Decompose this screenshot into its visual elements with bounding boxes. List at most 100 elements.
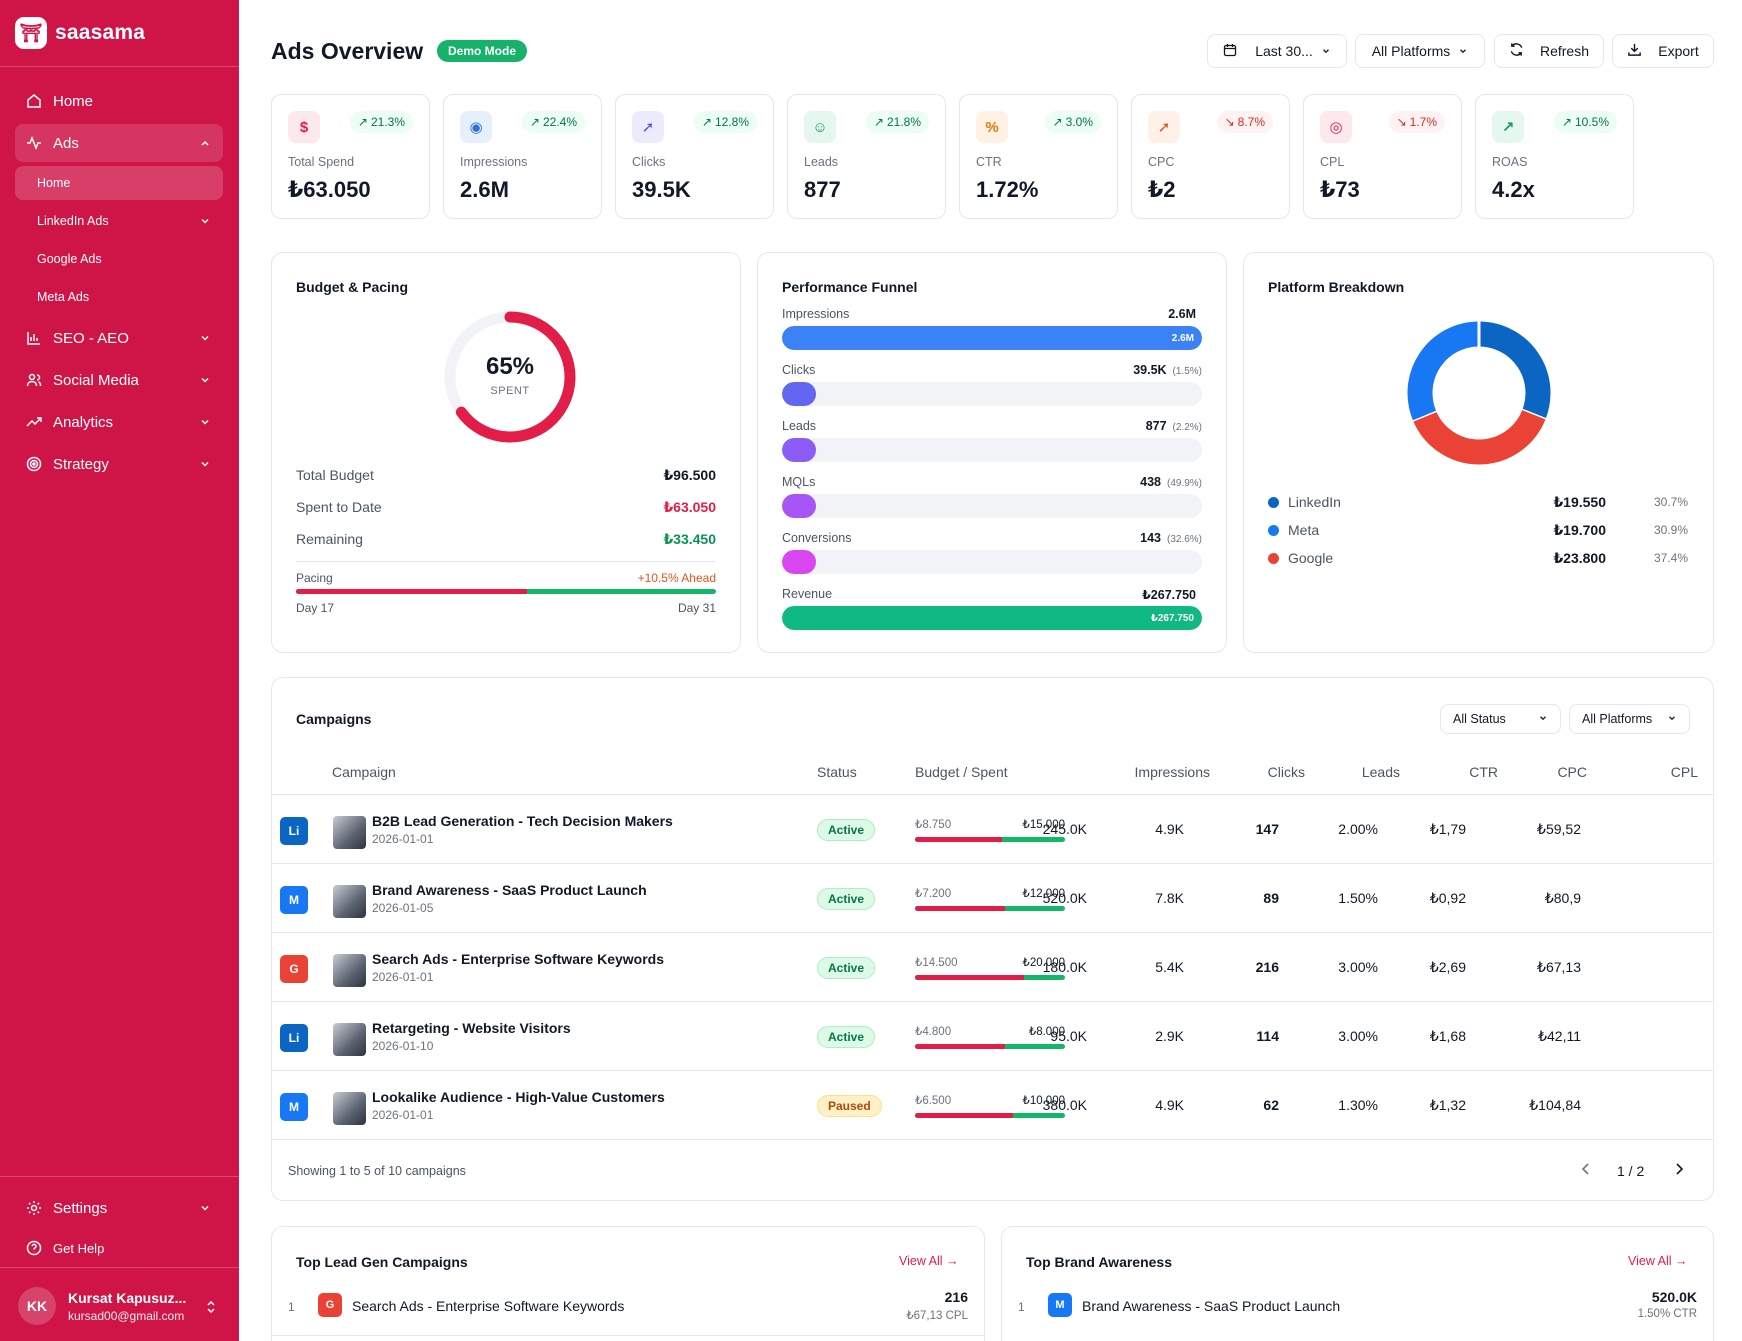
- campaign-name[interactable]: Search Ads - Enterprise Software Keyword…: [372, 951, 665, 967]
- kpi-label: CPC: [1148, 155, 1175, 169]
- column-header-ctr[interactable]: CTR: [1469, 764, 1498, 780]
- trend-up-icon: ↗: [357, 115, 368, 129]
- pacing-bar: [296, 589, 716, 594]
- table-row[interactable]: M Brand Awareness - SaaS Product Launch …: [272, 863, 1714, 932]
- page-title: Ads Overview: [271, 38, 424, 64]
- sidebar-item-home[interactable]: Home: [15, 82, 223, 120]
- platform-filter-label: All Platforms: [1582, 712, 1653, 726]
- export-button[interactable]: Export: [1612, 34, 1714, 68]
- donut-slice-linkedin[interactable]: [1478, 321, 1551, 420]
- pointer-icon: ➚: [1148, 111, 1180, 143]
- top-campaign-metric: 1.50% CTR: [1637, 1308, 1697, 1320]
- donut-slice-google[interactable]: [1412, 409, 1546, 465]
- platform-select[interactable]: All Platforms: [1355, 34, 1485, 68]
- budget-progress-bar: [915, 975, 1065, 980]
- column-header-impressions[interactable]: Impressions: [1134, 764, 1210, 780]
- date-range-select[interactable]: Last 30...: [1207, 34, 1347, 68]
- sidebar: ⛩ saasama Home Ads Home LinkedIn Ads Goo…: [0, 0, 239, 1341]
- refresh-icon: [1509, 42, 1524, 60]
- help-circle-icon: [25, 1239, 43, 1257]
- pacing-value: +10.5% Ahead: [637, 571, 716, 585]
- kpi-delta-badge: ↗ 21.8%: [865, 111, 929, 133]
- kpi-value: 2.6M: [460, 177, 509, 202]
- chevrons-up-down-icon[interactable]: [205, 1299, 217, 1318]
- campaign-name[interactable]: Lookalike Audience - High-Value Customer…: [372, 1089, 665, 1105]
- column-header-budget-spent[interactable]: Budget / Spent: [915, 764, 1008, 780]
- card-title: Platform Breakdown: [1268, 279, 1405, 295]
- refresh-button[interactable]: Refresh: [1494, 34, 1604, 68]
- trend-down-icon: ↘: [1224, 115, 1235, 129]
- campaign-name[interactable]: Search Ads - Enterprise Software Keyword…: [352, 1298, 625, 1314]
- platform-filter-select[interactable]: All Platforms: [1569, 704, 1690, 734]
- donut-slice-meta[interactable]: [1407, 321, 1480, 421]
- gear-icon: [25, 1199, 43, 1217]
- clicks-cell: 5.4K: [1155, 959, 1184, 975]
- sidebar-item-analytics[interactable]: Analytics: [15, 403, 223, 441]
- brand-name: saasama: [55, 21, 146, 44]
- impressions-cell: 520.0K: [1042, 890, 1087, 906]
- sidebar-item-strategy[interactable]: Strategy: [15, 445, 223, 483]
- legend-label: Google: [1288, 550, 1334, 566]
- column-header-clicks[interactable]: Clicks: [1267, 764, 1305, 780]
- legend-dot: [1268, 497, 1279, 508]
- sidebar-subitem-meta-ads[interactable]: Meta Ads: [15, 280, 223, 314]
- gauge-caption: SPENT: [490, 385, 530, 397]
- budget-row-label: Spent to Date: [296, 499, 382, 515]
- campaign-name[interactable]: Retargeting - Website Visitors: [372, 1020, 571, 1036]
- budget-row-total: Total Budget ₺96.500: [296, 467, 716, 484]
- funnel-bar-track: [782, 382, 1202, 406]
- column-header-leads[interactable]: Leads: [1361, 764, 1400, 780]
- campaign-name[interactable]: B2B Lead Generation - Tech Decision Make…: [372, 813, 673, 829]
- users-icon: [25, 371, 43, 389]
- status-badge: Active: [817, 888, 876, 910]
- budget-value: ₺20.000: [1022, 957, 1066, 969]
- kpi-delta: 3.0%: [1065, 115, 1093, 129]
- table-row[interactable]: M Lookalike Audience - High-Value Custom…: [272, 1070, 1714, 1139]
- kpi-delta-badge: ↗ 21.3%: [349, 111, 413, 133]
- user-menu[interactable]: KK Kursat Kapusuz... kursad00@gmail.com: [18, 1287, 186, 1325]
- sidebar-item-settings[interactable]: Settings: [15, 1189, 223, 1227]
- legend-value: ₺19.550: [1553, 494, 1606, 510]
- sidebar-subitem-ads-home[interactable]: Home: [15, 166, 223, 200]
- table-row[interactable]: Li Retargeting - Website Visitors 2026-0…: [272, 1001, 1714, 1070]
- sidebar-item-seo[interactable]: SEO - AEO: [15, 319, 223, 357]
- funnel-stage-rate: (2.2%): [1172, 422, 1202, 433]
- budget-row-value: ₺96.500: [663, 467, 716, 483]
- cpl-cell: ₺42,11: [1538, 1028, 1581, 1044]
- subitem-label: Google Ads: [37, 252, 102, 266]
- legend-dot: [1268, 525, 1279, 536]
- campaign-name[interactable]: Brand Awareness - SaaS Product Launch: [1082, 1298, 1341, 1314]
- spent-fill: [915, 837, 1002, 842]
- prev-page-button[interactable]: [1580, 1162, 1592, 1179]
- sidebar-item-get-help[interactable]: Get Help: [15, 1229, 223, 1267]
- funnel-stage-value: 877: [1145, 419, 1167, 433]
- column-header-campaign[interactable]: Campaign: [332, 764, 396, 780]
- column-header-cpl[interactable]: CPL: [1670, 764, 1698, 780]
- brand-logo[interactable]: ⛩ saasama: [15, 17, 145, 49]
- funnel-stage-rate: (1.5%): [1172, 366, 1202, 377]
- legend-label: LinkedIn: [1288, 494, 1341, 510]
- sidebar-subitem-linkedin-ads[interactable]: LinkedIn Ads: [15, 204, 223, 238]
- column-header-status[interactable]: Status: [817, 764, 857, 780]
- ctr-cell: 3.00%: [1338, 959, 1378, 975]
- view-all-link[interactable]: View All →: [899, 1254, 959, 1268]
- clicks-cell: 2.9K: [1155, 1028, 1184, 1044]
- campaign-name[interactable]: Brand Awareness - SaaS Product Launch: [372, 882, 647, 898]
- next-page-button[interactable]: [1673, 1162, 1685, 1179]
- table-row[interactable]: G Search Ads - Enterprise Software Keywo…: [272, 932, 1714, 1001]
- kpi-delta: 10.5%: [1574, 115, 1609, 129]
- card-title: Top Lead Gen Campaigns: [296, 1254, 468, 1270]
- sidebar-item-social-media[interactable]: Social Media: [15, 361, 223, 399]
- table-row[interactable]: Li B2B Lead Generation - Tech Decision M…: [272, 794, 1714, 863]
- kpi-delta: 8.7%: [1237, 115, 1265, 129]
- sidebar-subitem-google-ads[interactable]: Google Ads: [15, 242, 223, 276]
- sidebar-item-ads[interactable]: Ads: [15, 124, 223, 162]
- kpi-value: ₺2: [1148, 177, 1176, 202]
- status-filter-select[interactable]: All Status: [1440, 704, 1561, 734]
- pagination-summary: Showing 1 to 5 of 10 campaigns: [288, 1164, 466, 1178]
- calendar-icon: [1223, 43, 1237, 60]
- column-header-cpc[interactable]: CPC: [1557, 764, 1587, 780]
- view-all-link[interactable]: View All →: [1628, 1254, 1688, 1268]
- subitem-label: Home: [37, 176, 71, 190]
- campaign-thumbnail: [333, 816, 366, 849]
